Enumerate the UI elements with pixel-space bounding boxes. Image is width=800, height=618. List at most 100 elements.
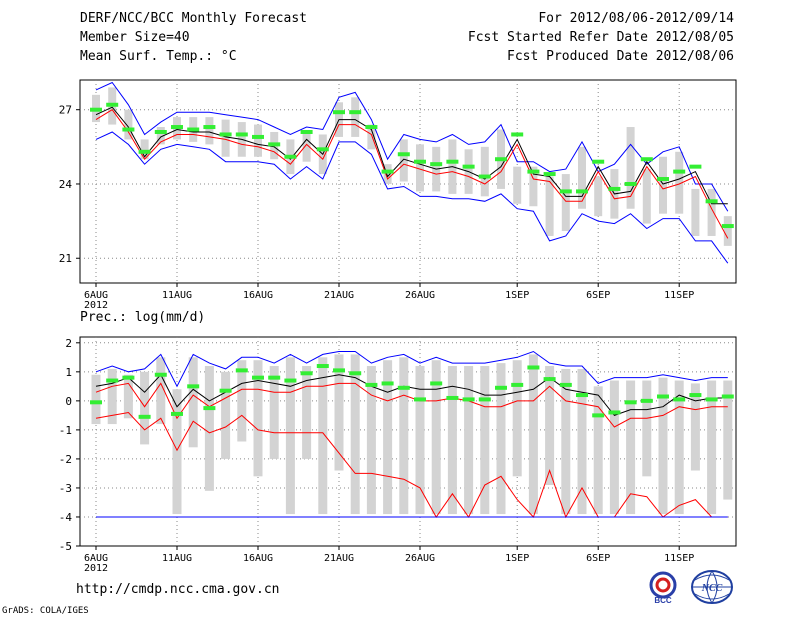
prec-median-marker (203, 406, 216, 411)
bcc-logo: BCC (649, 571, 677, 605)
prec-median-marker (446, 395, 459, 400)
temp-median-marker (252, 134, 264, 139)
temp-xtick-year: 2012 (84, 300, 108, 311)
prec-ensemble-box (399, 357, 409, 515)
temp-median-marker (235, 132, 248, 137)
prec-median-marker (381, 381, 394, 386)
temp-median-marker (349, 110, 362, 115)
prec-ensemble-box (221, 371, 231, 459)
prec-ensemble-box (642, 380, 652, 477)
prec-ensemble-box (545, 366, 555, 486)
temp-ensemble-box (416, 144, 424, 192)
source-url[interactable]: http://cmdp.ncc.cma.gov.cn (76, 582, 280, 597)
prec-median-marker (673, 397, 686, 402)
prec-ytick-label: -4 (59, 511, 73, 524)
temp-median-marker (511, 132, 524, 137)
prec-median-marker (689, 393, 702, 398)
prec-ensemble-box (383, 360, 393, 515)
prec-xtick-label: 21AUG (324, 553, 354, 564)
prec-ensemble-box (447, 366, 457, 515)
temp-median-marker (640, 157, 653, 162)
prec-ensemble-box (593, 386, 603, 515)
prec-ensemble-box (480, 366, 490, 515)
temp-median-marker (559, 189, 572, 194)
temp-median-marker (90, 107, 102, 112)
prec-median-marker (592, 413, 605, 418)
prec-xtick-label: 1SEP (505, 553, 529, 564)
prec-ensemble-box (512, 360, 522, 477)
prec-ensemble-box (302, 366, 312, 459)
prec-ensemble-box (577, 368, 587, 515)
prec-median-marker (543, 377, 556, 382)
temp-ensemble-box (675, 151, 684, 214)
ncc-logo-text: NCC (701, 583, 723, 594)
temp-ensemble-box (367, 124, 376, 150)
prec-median-marker (365, 382, 378, 387)
prec-median-marker (171, 411, 183, 416)
prec-xtick-label: 26AUG (405, 553, 435, 564)
prec-median-marker (268, 375, 281, 380)
temp-ensemble-box (156, 127, 165, 145)
prec-ensemble-box (140, 371, 150, 445)
temp-ensemble-box (302, 131, 311, 162)
prec-median-marker (235, 368, 248, 373)
forecast-produced-label: Fcst Produced Date 2012/08/06 (507, 49, 734, 64)
forecast-started-label: Fcst Started Refer Date 2012/08/05 (467, 30, 734, 45)
temp-ensemble-box (626, 127, 635, 209)
prec-xtick-label: 11SEP (664, 553, 694, 564)
temp-ytick-label: 24 (59, 178, 73, 191)
precipitation-variable-label: Prec.: log(mm/d) (80, 310, 206, 325)
temp-median-marker (106, 102, 119, 107)
temp-ensemble-box (594, 176, 603, 217)
prec-mean-line (95, 373, 728, 416)
temp-ensemble-box (383, 164, 392, 184)
temp-median-marker (316, 147, 329, 152)
prec-ensemble-box (528, 354, 538, 515)
prec-ensemble-box (269, 366, 279, 459)
temp-median-marker (154, 129, 167, 134)
temp-xtick-label: 6AUG (84, 290, 108, 301)
temp-xtick-label: 21AUG (324, 290, 354, 301)
ncc-logo: NCC (691, 570, 733, 604)
prec-median-marker (478, 397, 491, 402)
prec-median-marker (559, 382, 572, 387)
prec-median-marker (640, 398, 653, 403)
prec-ensemble-box (123, 374, 133, 419)
prec-median-marker (705, 397, 718, 402)
temp-median-marker (673, 169, 686, 174)
temp-median-marker (365, 125, 378, 130)
temp-xtick-label: 6SEP (586, 290, 610, 301)
temp-median-marker (478, 174, 491, 179)
temp-xtick-label: 16AUG (243, 290, 273, 301)
grads-credit: GrADS: COLA/IGES (2, 606, 89, 616)
temp-xtick-label: 26AUG (405, 290, 435, 301)
temp-ensemble-box (480, 146, 489, 197)
prec-median-marker (349, 371, 362, 376)
temp-ensemble-box (513, 166, 522, 204)
prec-ensemble-box (609, 380, 619, 515)
prec-median-marker (138, 414, 151, 419)
prec-upper-bound-line (95, 350, 728, 388)
temp-median-marker (219, 132, 232, 137)
temp-median-marker (397, 152, 410, 157)
prec-median-marker (122, 375, 135, 380)
prec-median-marker (284, 378, 297, 383)
prec-ensemble-box (285, 357, 295, 515)
prec-lower-bound-line (95, 411, 728, 519)
prec-xtick-label: 6AUG (84, 553, 108, 564)
prec-median-marker (397, 385, 410, 390)
prec-ensemble-box (431, 360, 441, 515)
prec-median-marker (333, 368, 345, 373)
chart-title: DERF/NCC/BCC Monthly Forecast (80, 11, 307, 26)
temp-median-marker (543, 172, 556, 177)
member-size-label: Member Size=40 (80, 30, 190, 45)
prec-ensemble-box (626, 380, 636, 515)
temp-ensemble-box (691, 188, 700, 236)
prec-median-marker (252, 375, 264, 380)
temp-ensemble-box (140, 139, 149, 160)
prec-ytick-label: 1 (65, 366, 72, 379)
temp-median-marker (705, 199, 718, 204)
temp-ensemble-box (205, 117, 214, 145)
prec-ensemble-box (723, 380, 733, 500)
